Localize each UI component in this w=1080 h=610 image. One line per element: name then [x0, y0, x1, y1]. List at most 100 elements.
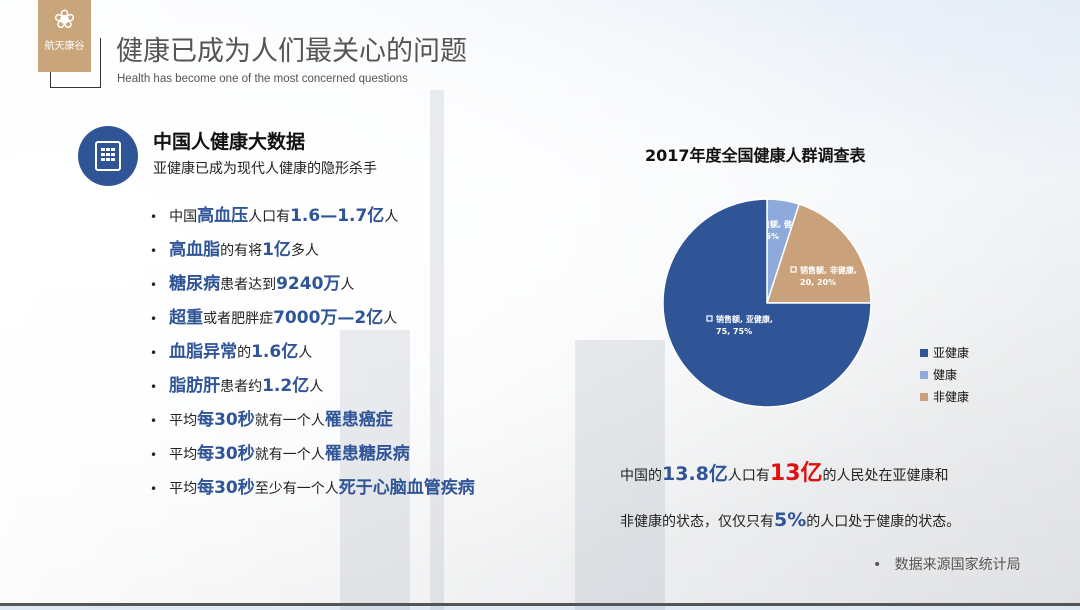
fact-text: 平均	[169, 447, 198, 463]
bullet: •	[150, 414, 158, 428]
fact-text: 就有一个人	[254, 447, 325, 463]
fact-highlight: 每30秒	[197, 478, 255, 498]
fact-text: 人	[383, 311, 398, 327]
document-icon	[78, 126, 138, 186]
fact-text: 患者达到	[220, 277, 277, 293]
fact-item: • 糖尿病患者达到9240万人	[150, 270, 475, 304]
data-label-name: 销售额, 健康,	[754, 219, 803, 229]
pie-slice-亚健康	[662, 198, 872, 408]
building-silhouette	[575, 340, 665, 610]
page-subtitle: Health has become one of the most concer…	[117, 73, 408, 85]
legend-label: 健康	[933, 368, 958, 382]
label-marker-icon	[790, 266, 797, 273]
legend-label: 亚健康	[933, 346, 970, 360]
pie-chart: 销售额, 健康,5, 5%销售额, 非健康,20, 20%销售额, 亚健康,75…	[662, 198, 872, 408]
fact-highlight: 罹患癌症	[324, 410, 393, 430]
fact-highlight: 高血脂	[169, 240, 221, 260]
fact-item: • 血脂异常的1.6亿人	[150, 338, 475, 372]
fact-highlight: 1.2亿	[262, 376, 310, 396]
fact-highlight: 每30秒	[197, 444, 255, 464]
lotus-icon: ❀	[53, 5, 76, 35]
summary-highlight: 13亿	[769, 461, 823, 486]
fact-text: 人	[298, 345, 313, 361]
summary-text-segment: 的人民处在亚健康和	[822, 468, 949, 484]
fact-item: • 平均每30秒就有一个人罹患癌症	[150, 406, 475, 440]
fact-highlight: 1.6—1.7亿	[290, 206, 385, 226]
fact-text: 人口有	[248, 209, 291, 225]
section-title: 中国人健康大数据	[153, 131, 306, 153]
data-label: 销售额, 亚健康, 75, 75%	[706, 314, 773, 336]
fact-highlight: 1亿	[262, 240, 291, 260]
fact-text: 中国	[169, 209, 198, 225]
bullet: •	[150, 244, 158, 258]
fact-text: 的	[237, 345, 252, 361]
legend-item: 非健康	[920, 386, 969, 408]
fact-highlight: 脂肪肝	[169, 376, 221, 396]
fact-item: • 中国高血压人口有1.6—1.7亿人	[150, 202, 475, 236]
bullet: •	[150, 380, 158, 394]
bullet: •	[150, 346, 158, 360]
fact-highlight: 罹患糖尿病	[324, 444, 410, 464]
fact-item: • 超重或者肥胖症7000万—2亿人	[150, 304, 475, 338]
bullet: •	[150, 210, 158, 224]
tower-silhouette	[430, 90, 444, 610]
fact-text: 人	[384, 209, 399, 225]
logo: ❀ 航天康谷	[38, 0, 91, 72]
bullet: •	[150, 448, 158, 462]
fact-highlight: 每30秒	[197, 410, 255, 430]
fact-item: • 平均每30秒至少有一个人死于心脑血管疾病	[150, 474, 475, 508]
label-marker-icon	[706, 315, 713, 322]
fact-highlight: 糖尿病	[169, 274, 221, 294]
chart-title: 2017年度全国健康人群调查表	[645, 146, 866, 165]
summary-text-segment: 的人口处于健康的状态。	[806, 514, 961, 530]
legend-item: 亚健康	[920, 342, 969, 364]
summary-highlight: 5%	[774, 509, 807, 531]
data-label-name: 销售额, 非健康,	[800, 265, 857, 275]
fact-highlight: 7000万—2亿	[273, 308, 384, 328]
summary-text-segment: 中国的	[620, 468, 662, 484]
fact-text: 患者约	[220, 379, 263, 395]
fact-highlight: 超重	[169, 308, 204, 328]
fact-text: 至少有一个人	[254, 481, 339, 497]
fact-highlight: 高血压	[197, 206, 249, 226]
fact-highlight: 血脂异常	[169, 342, 238, 362]
fact-text: 多人	[290, 243, 319, 259]
bottom-divider	[0, 603, 1080, 606]
legend-swatch	[920, 349, 928, 357]
facts-list: • 中国高血压人口有1.6—1.7亿人 • 高血脂的有将1亿多人 • 糖尿病患者达到924…	[150, 202, 475, 508]
legend-label: 非健康	[933, 390, 970, 404]
fact-item: • 高血脂的有将1亿多人	[150, 236, 475, 270]
fact-text: 平均	[169, 481, 198, 497]
summary-line-2: 非健康的状态，仅仅只有5%的人口处于健康的状态。	[620, 498, 960, 544]
bullet: •	[873, 557, 895, 573]
data-label-value: 75, 75%	[716, 327, 752, 336]
source-text: 数据来源国家统计局	[894, 557, 1021, 573]
summary-text-segment: 人口有	[727, 468, 770, 484]
fact-text: 就有一个人	[254, 413, 325, 429]
data-label-name: 销售额, 亚健康,	[716, 314, 773, 324]
data-label-value: 20, 20%	[800, 278, 836, 287]
summary-line-1: 中国的13.8亿人口有13亿的人民处在亚健康和	[620, 452, 960, 498]
summary-highlight: 13.8亿	[662, 463, 728, 485]
fact-item: • 脂肪肝患者约1.2亿人	[150, 372, 475, 406]
fact-highlight: 死于心脑血管疾病	[338, 478, 475, 498]
fact-text: 的有将	[220, 243, 263, 259]
legend-item: 健康	[920, 364, 969, 386]
bullet: •	[150, 312, 158, 326]
section-subtitle: 亚健康已成为现代人健康的隐形杀手	[153, 161, 377, 177]
bullet: •	[150, 278, 158, 292]
data-label: 销售额, 非健康, 20, 20%	[790, 265, 857, 287]
page-title: 健康已成为人们最关心的问题	[116, 36, 467, 67]
pie-slice-非健康	[765, 203, 872, 304]
bullet: •	[150, 482, 158, 496]
fact-highlight: 9240万	[276, 274, 341, 294]
fact-text: 人	[340, 277, 355, 293]
fact-item: • 平均每30秒就有一个人罹患糖尿病	[150, 440, 475, 474]
data-source: • 数据来源国家统计局	[873, 556, 1021, 574]
summary-text-segment: 非健康的状态，仅仅只有	[620, 514, 774, 530]
fact-text: 或者肥胖症	[203, 311, 274, 327]
logo-name: 航天康谷	[44, 41, 85, 52]
chart-legend: 亚健康 健康 非健康	[920, 342, 969, 408]
legend-swatch	[920, 371, 928, 379]
